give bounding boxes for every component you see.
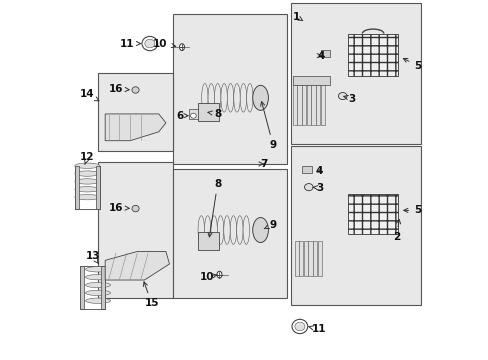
Text: 3: 3 <box>312 183 323 193</box>
Ellipse shape <box>224 216 230 244</box>
Ellipse shape <box>294 322 304 331</box>
Ellipse shape <box>210 216 217 244</box>
Ellipse shape <box>85 274 110 280</box>
Ellipse shape <box>132 205 139 212</box>
Bar <box>290 146 421 305</box>
Text: 15: 15 <box>143 282 159 308</box>
Ellipse shape <box>217 216 224 244</box>
Ellipse shape <box>142 36 157 51</box>
Bar <box>292 85 296 125</box>
Text: 2: 2 <box>392 220 400 242</box>
Bar <box>308 241 312 276</box>
Ellipse shape <box>75 171 100 176</box>
Ellipse shape <box>75 194 100 200</box>
Ellipse shape <box>201 84 207 112</box>
Text: 10: 10 <box>199 272 217 282</box>
Bar <box>189 109 198 119</box>
Text: 6: 6 <box>176 111 188 121</box>
Polygon shape <box>105 251 169 280</box>
Ellipse shape <box>190 113 196 118</box>
Bar <box>317 241 322 276</box>
Bar <box>80 266 105 309</box>
Text: 12: 12 <box>80 152 95 165</box>
Bar <box>312 241 317 276</box>
Text: 14: 14 <box>80 89 99 101</box>
Bar <box>302 85 305 125</box>
Bar <box>321 50 329 57</box>
Bar <box>306 85 310 125</box>
Ellipse shape <box>243 216 249 244</box>
Bar <box>311 85 315 125</box>
Ellipse shape <box>214 84 221 112</box>
Bar <box>98 73 173 152</box>
Bar <box>303 241 307 276</box>
Bar <box>294 241 298 276</box>
Bar <box>315 85 320 125</box>
Text: 9: 9 <box>264 220 276 230</box>
Ellipse shape <box>338 93 346 100</box>
Ellipse shape <box>204 216 210 244</box>
Bar <box>290 3 421 144</box>
Text: 8: 8 <box>207 109 221 119</box>
Text: 3: 3 <box>343 94 355 104</box>
Text: 16: 16 <box>108 203 129 212</box>
Text: 9: 9 <box>260 102 276 150</box>
Bar <box>347 33 397 76</box>
Ellipse shape <box>217 271 222 278</box>
Text: 5: 5 <box>403 58 421 71</box>
Bar <box>320 85 324 125</box>
Text: 4: 4 <box>316 51 324 61</box>
Text: 7: 7 <box>258 159 267 169</box>
Bar <box>297 85 301 125</box>
Bar <box>101 266 105 309</box>
Polygon shape <box>105 114 165 141</box>
Ellipse shape <box>85 282 110 288</box>
Ellipse shape <box>252 217 268 243</box>
Text: 16: 16 <box>108 84 129 94</box>
Ellipse shape <box>85 298 110 303</box>
Ellipse shape <box>236 216 243 244</box>
Text: 1: 1 <box>292 12 302 22</box>
Bar <box>75 166 79 208</box>
Text: 11: 11 <box>308 324 325 334</box>
Bar <box>75 166 100 208</box>
Ellipse shape <box>85 267 110 272</box>
Ellipse shape <box>207 84 214 112</box>
Bar <box>301 166 312 173</box>
Text: 10: 10 <box>153 39 175 49</box>
Bar <box>173 169 287 298</box>
Ellipse shape <box>252 85 268 111</box>
Ellipse shape <box>246 84 253 112</box>
Ellipse shape <box>75 179 100 184</box>
Ellipse shape <box>221 84 227 112</box>
Bar <box>173 14 287 164</box>
Ellipse shape <box>179 44 184 50</box>
Bar <box>98 162 173 298</box>
Bar <box>292 76 329 85</box>
Ellipse shape <box>230 216 236 244</box>
Bar <box>299 241 303 276</box>
Ellipse shape <box>75 163 100 168</box>
Bar <box>95 166 100 208</box>
Bar <box>80 266 84 309</box>
Bar <box>198 103 219 121</box>
Text: 13: 13 <box>85 251 100 264</box>
Ellipse shape <box>291 319 307 334</box>
Text: 5: 5 <box>403 205 421 215</box>
Ellipse shape <box>132 87 139 93</box>
Ellipse shape <box>304 184 312 191</box>
Ellipse shape <box>227 84 233 112</box>
Ellipse shape <box>85 290 110 296</box>
Bar <box>347 194 397 234</box>
Ellipse shape <box>233 84 240 112</box>
Text: 11: 11 <box>120 39 141 49</box>
Ellipse shape <box>75 186 100 192</box>
Text: 4: 4 <box>315 166 323 176</box>
Ellipse shape <box>198 216 204 244</box>
Ellipse shape <box>240 84 246 112</box>
Text: 8: 8 <box>207 179 221 237</box>
Ellipse shape <box>144 39 155 48</box>
Bar <box>198 232 219 249</box>
